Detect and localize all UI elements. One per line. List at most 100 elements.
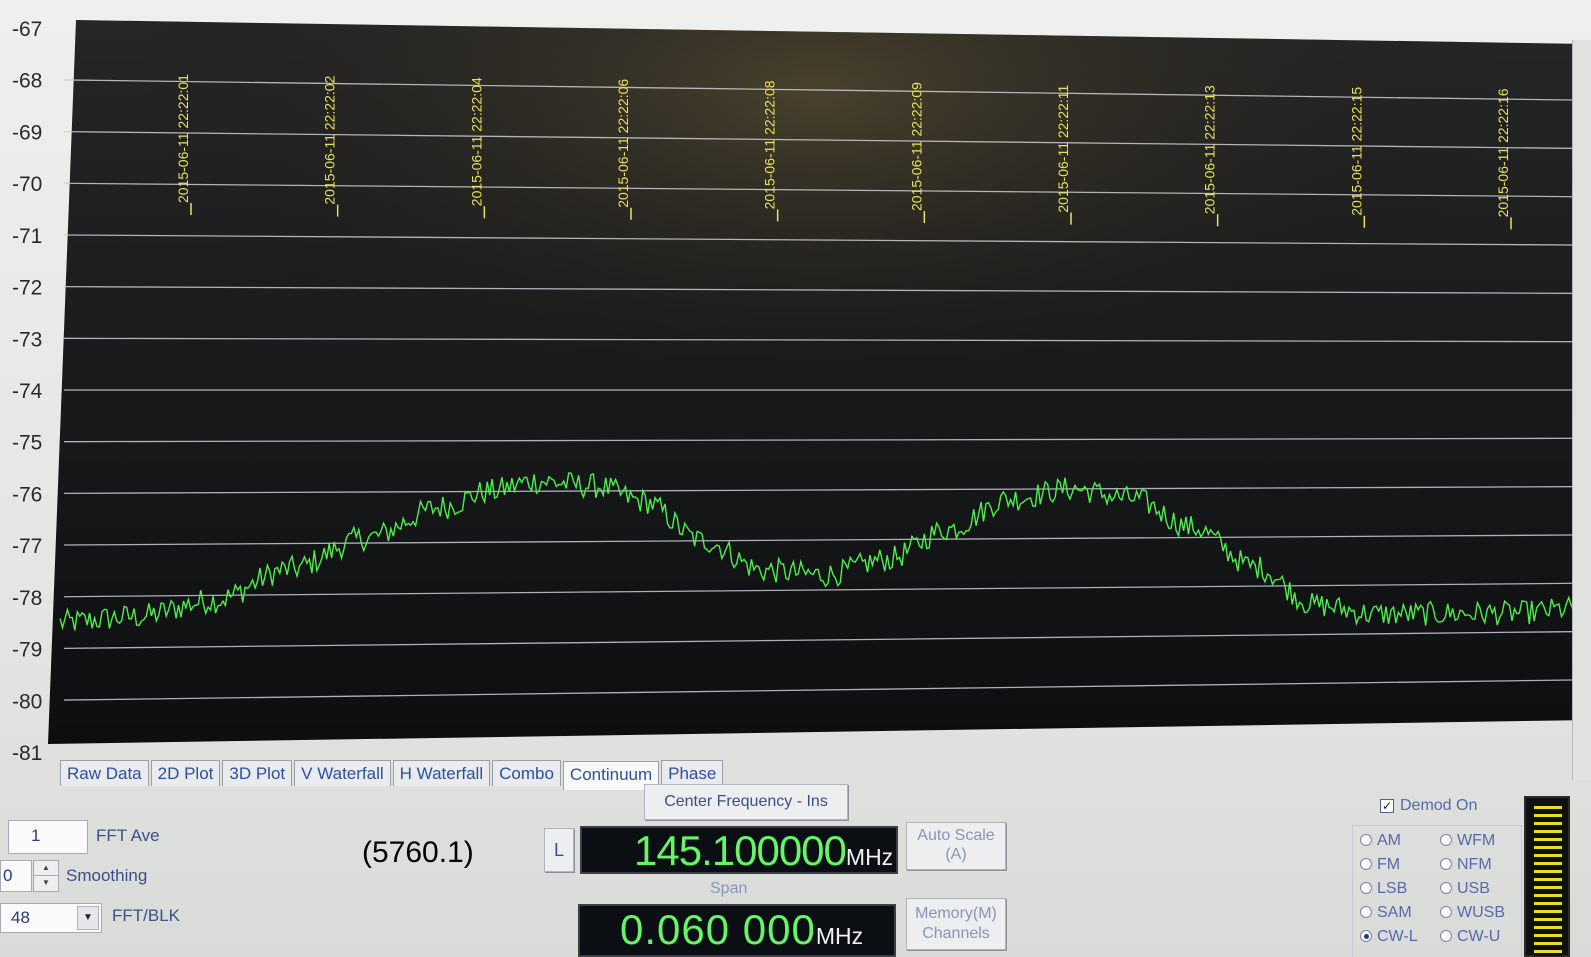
tab-h-waterfall[interactable]: H Waterfall — [392, 760, 491, 786]
smoothing-input[interactable]: 0 — [0, 860, 32, 892]
y-tick-label: -79 — [12, 639, 42, 662]
lock-l-button[interactable]: L — [544, 828, 574, 872]
radio-button-icon[interactable] — [1360, 929, 1372, 942]
center-frequency-button[interactable]: Center Frequency - Ins — [644, 784, 848, 820]
tab-3d-plot[interactable]: 3D Plot — [222, 760, 293, 786]
radio-button-icon[interactable] — [1440, 929, 1452, 942]
demod-mode-group — [1352, 825, 1522, 957]
radio-button-icon[interactable] — [1440, 833, 1452, 846]
y-tick-label: -70 — [12, 173, 42, 196]
y-tick-label: -68 — [12, 70, 42, 93]
timestamp-label: 2015-06-11 22:22:16 — [1495, 88, 1511, 217]
radio-button-icon[interactable] — [1440, 881, 1452, 894]
radio-button-icon[interactable] — [1440, 857, 1452, 870]
timestamp-label: 2015-06-11 22:22:04 — [468, 77, 484, 206]
tab-2d-plot[interactable]: 2D Plot — [150, 760, 221, 786]
plot-flash-highlight — [48, 20, 1591, 744]
gridline — [63, 182, 1591, 198]
mode-radio-fm[interactable]: FM — [1360, 856, 1400, 874]
checkbox-icon[interactable]: ✓ — [1380, 799, 1394, 813]
timestamp-label: 2015-06-11 22:22:01 — [175, 74, 191, 203]
fft-ave-input[interactable]: 1 — [8, 820, 88, 854]
timestamp-label: 2015-06-11 22:22:15 — [1348, 87, 1364, 216]
smoothing-stepper[interactable]: ▲ ▼ — [33, 860, 59, 892]
mode-radio-wfm[interactable]: WFM — [1440, 832, 1495, 850]
gridline — [63, 285, 1591, 295]
fft-blk-value: 48 — [11, 908, 30, 927]
center-frequency-value: 145.100000 — [634, 827, 847, 874]
timestamp-label: 2015-06-11 22:22:09 — [908, 82, 924, 211]
mode-radio-cw-u[interactable]: CW-U — [1440, 928, 1500, 946]
tab-combo[interactable]: Combo — [492, 760, 561, 786]
mode-label: CW-L — [1377, 928, 1418, 945]
timestamp-markers: 2015-06-11 22:22:01 2015-06-11 22:22:02 20… — [175, 74, 1512, 230]
mode-radio-cw-l[interactable]: CW-L — [1360, 928, 1418, 946]
auto-scale-label: Auto Scale — [917, 827, 995, 844]
tab-raw-data[interactable]: Raw Data — [60, 760, 149, 786]
y-tick-label: -78 — [12, 587, 42, 610]
tab-continuum[interactable]: Continuum — [562, 761, 660, 790]
span-label: Span — [710, 880, 748, 897]
y-axis: -67 -68 -69 -70 -71 -72 -73 -74 -75 -76 -77 -78 -79 -… — [12, 18, 43, 765]
continuum-plot: -67 -68 -69 -70 -71 -72 -73 -74 -75 -76 -77 -78 -79 -… — [8, 8, 1591, 778]
fft-blk-select[interactable]: 48 ▼ — [0, 903, 102, 933]
gridline — [63, 337, 1591, 343]
signal-level-meter — [1524, 796, 1570, 957]
y-tick-label: -71 — [12, 225, 42, 248]
y-tick-label: -72 — [12, 277, 42, 300]
mode-label: CW-U — [1457, 928, 1501, 945]
mode-radio-nfm[interactable]: NFM — [1440, 856, 1492, 874]
gridline — [63, 437, 1591, 443]
demod-on-checkbox[interactable]: ✓ Demod On — [1380, 797, 1477, 815]
span-display[interactable]: 0.060 000MHz — [578, 904, 896, 957]
stepper-up-icon[interactable]: ▲ — [34, 861, 58, 876]
right-panel-edge — [1572, 40, 1591, 780]
radio-button-icon[interactable] — [1360, 905, 1372, 918]
y-tick-label: -76 — [12, 483, 42, 506]
continuum-chart: -67 -68 -69 -70 -71 -72 -73 -74 -75 -76 -77 -78 -79 -… — [12, 18, 1591, 765]
mode-label: LSB — [1377, 880, 1408, 897]
mode-radio-usb[interactable]: USB — [1440, 880, 1490, 898]
mode-label: NFM — [1457, 856, 1492, 873]
radio-button-icon[interactable] — [1360, 833, 1372, 846]
mode-label: WUSB — [1457, 904, 1505, 921]
timestamp-label: 2015-06-11 22:22:13 — [1202, 85, 1218, 214]
y-tick-label: -74 — [12, 380, 43, 403]
auto-scale-shortcut: (A) — [945, 846, 967, 863]
dropdown-arrow-icon[interactable]: ▼ — [77, 906, 99, 930]
y-tick-label: -81 — [12, 742, 42, 765]
gridline — [63, 485, 1591, 495]
frequency-annotation: (5760.1) — [362, 836, 474, 869]
tab-phase[interactable]: Phase — [661, 760, 724, 786]
radio-button-icon[interactable] — [1360, 881, 1372, 894]
level-meter-bars — [1534, 806, 1562, 956]
view-tab-bar: Raw Data 2D Plot 3D Plot V Waterfall H Water… — [60, 760, 725, 790]
timestamp-label: 2015-06-11 22:22:06 — [615, 79, 631, 208]
mode-label: WFM — [1457, 832, 1496, 849]
mode-radio-am[interactable]: AM — [1360, 832, 1401, 850]
tab-v-waterfall[interactable]: V Waterfall — [294, 760, 391, 786]
radio-button-icon[interactable] — [1440, 905, 1452, 918]
smoothing-label: Smoothing — [66, 866, 148, 885]
center-frequency-display[interactable]: 145.100000MHz — [580, 826, 898, 874]
memory-label: Memory(M) — [915, 905, 997, 922]
timestamp-label: 2015-06-11 22:22:11 — [1055, 84, 1071, 212]
center-frequency-unit: MHz — [845, 844, 894, 870]
continuum-series-line — [59, 472, 1591, 631]
y-tick-label: -77 — [12, 535, 42, 558]
radio-button-icon[interactable] — [1360, 857, 1372, 870]
gridline — [63, 630, 1591, 650]
y-tick-label: -67 — [12, 18, 42, 41]
auto-scale-button[interactable]: Auto Scale (A) — [906, 822, 1006, 870]
memory-channels-button[interactable]: Memory(M) Channels — [906, 898, 1006, 950]
mode-radio-wusb[interactable]: WUSB — [1440, 904, 1505, 922]
mode-radio-lsb[interactable]: LSB — [1360, 880, 1407, 898]
span-value: 0.060 000 — [620, 906, 816, 953]
gridline — [63, 679, 1591, 701]
stepper-down-icon[interactable]: ▼ — [42, 878, 50, 887]
y-tick-label: -75 — [12, 432, 42, 455]
demod-on-label: Demod On — [1400, 797, 1478, 814]
plot-gridlines — [63, 79, 1591, 701]
mode-radio-sam[interactable]: SAM — [1360, 904, 1412, 922]
mode-label: USB — [1457, 880, 1490, 897]
